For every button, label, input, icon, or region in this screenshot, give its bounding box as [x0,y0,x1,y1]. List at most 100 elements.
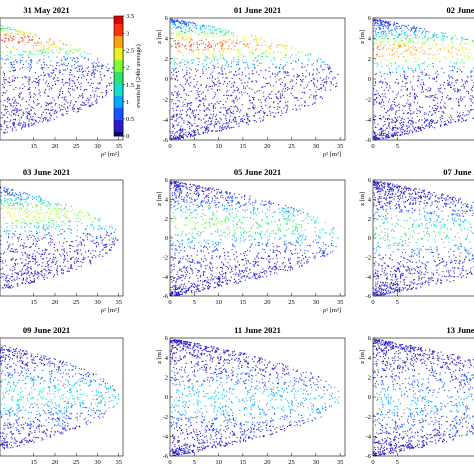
data-point [428,74,430,76]
data-point [195,98,197,100]
data-point [406,102,408,104]
data-point [191,39,193,41]
data-point [45,104,47,106]
data-point [21,54,23,56]
data-point [7,117,9,119]
data-point [432,66,434,68]
data-point [15,31,17,33]
data-point [414,129,416,131]
data-point [196,70,198,72]
data-point [4,114,6,116]
data-point [66,53,68,55]
data-point [13,119,15,121]
data-point [3,217,5,219]
data-point [328,77,330,79]
panel-title: 31 May 2021 [23,5,69,15]
data-point [179,136,181,138]
data-point [253,120,255,122]
data-point [25,60,27,62]
data-point [325,81,327,83]
data-point [400,128,402,130]
data-point [94,94,96,96]
data-point [74,49,76,51]
data-point [12,250,14,252]
data-point [215,28,217,30]
data-point [202,26,204,28]
data-point [57,224,59,226]
data-point [177,136,179,138]
data-point [375,32,377,34]
data-point [392,91,394,93]
data-point [8,247,10,249]
data-point [221,43,223,45]
data-point [40,106,42,108]
data-point [407,133,409,135]
data-point [221,42,223,44]
data-point [8,98,10,100]
data-point [69,227,71,229]
data-point [186,109,188,111]
data-point [253,40,255,42]
data-point [30,33,32,35]
x-tick-label: 5 [396,143,399,150]
data-point [227,112,229,114]
data-point [203,104,205,106]
data-point [373,130,375,132]
data-point [6,106,8,108]
data-point [223,126,225,128]
data-point [390,107,392,109]
data-point [64,57,66,59]
data-point [382,20,384,22]
data-point [32,124,34,126]
data-point [227,122,229,124]
data-point [189,67,191,69]
data-point [405,25,407,27]
data-point [50,115,52,117]
data-point [88,105,90,107]
data-point [172,131,174,133]
data-point [218,85,220,87]
data-point [387,65,389,67]
data-point [467,52,469,54]
data-point [186,33,188,35]
data-point [296,78,298,80]
data-point [258,62,260,64]
data-point [234,82,236,84]
data-point [183,21,185,23]
data-point [48,253,50,255]
data-point [23,32,25,34]
data-point [395,51,397,53]
data-point [202,132,204,134]
data-point [233,85,235,87]
data-point [188,31,190,33]
data-point [436,122,438,124]
data-point [387,89,389,91]
scatter-points [373,19,474,140]
data-point [64,82,66,84]
data-point [210,73,212,75]
data-point [16,278,18,280]
data-point [95,62,97,64]
data-point [272,112,274,114]
data-point [70,69,72,71]
data-point [267,83,269,85]
data-point [274,59,276,61]
data-point [82,71,84,73]
data-point [386,135,388,137]
data-point [55,47,57,49]
data-point [449,122,451,124]
data-point [114,237,116,239]
data-point [188,108,190,110]
data-point [214,83,216,85]
data-point [471,79,473,81]
data-point [404,44,406,46]
data-point [453,66,455,68]
data-point [456,63,458,65]
data-point [27,203,29,205]
data-point [52,209,54,211]
data-point [200,39,202,41]
data-point [6,199,8,201]
data-point [219,122,221,124]
data-point [433,110,435,112]
